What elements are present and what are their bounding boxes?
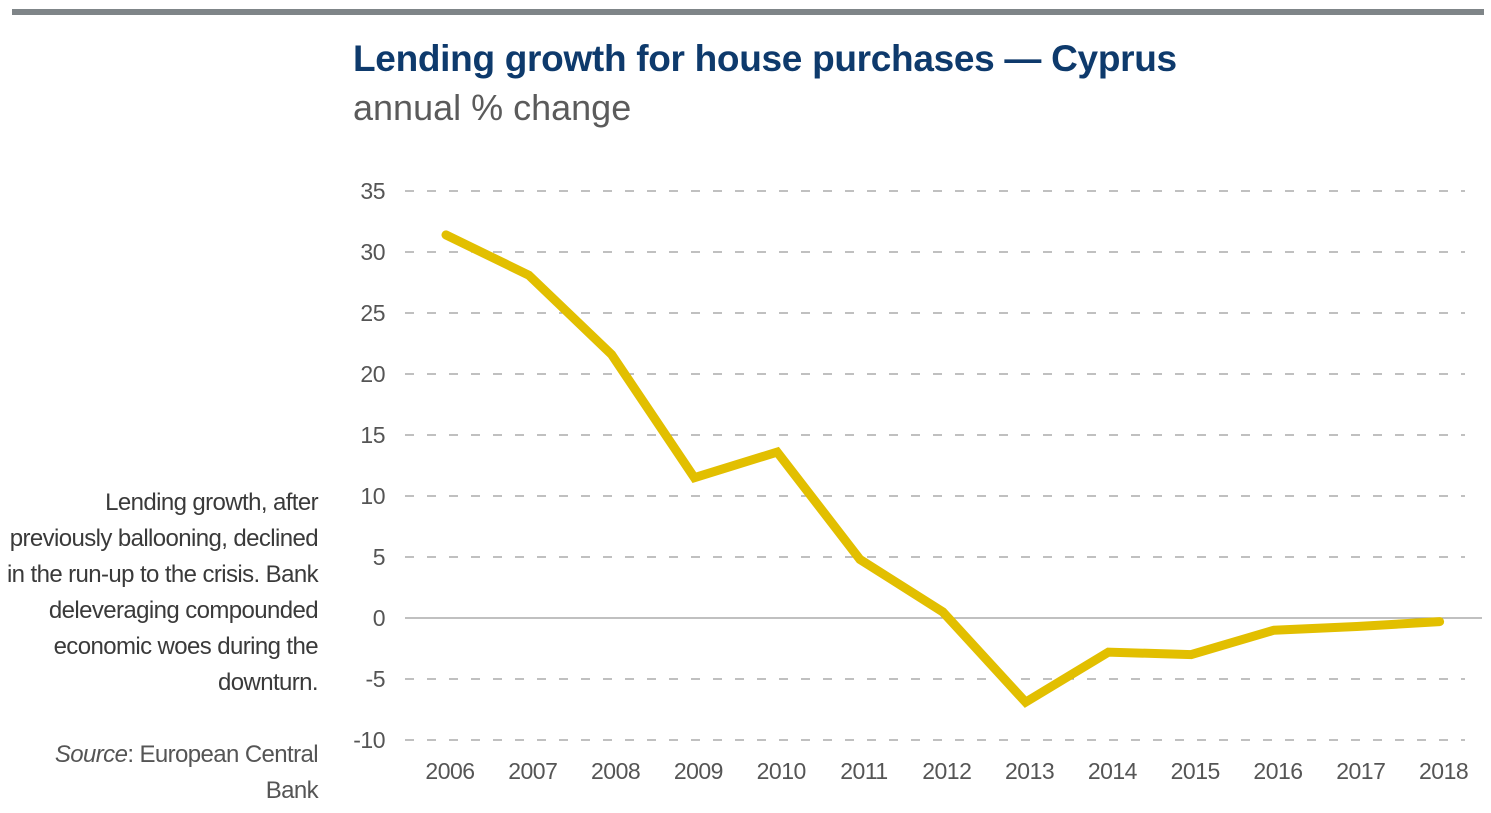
- y-tick-label: 35: [360, 178, 385, 204]
- source-note: Source: European Central Bank: [0, 737, 319, 809]
- x-tick-label: 2018: [1419, 758, 1468, 784]
- x-tick-label: 2014: [1088, 758, 1138, 784]
- x-tick-label: 2013: [1005, 758, 1054, 784]
- x-tick-label: 2016: [1253, 758, 1302, 784]
- source-label: Source: [54, 741, 128, 768]
- x-tick-label: 2015: [1171, 758, 1220, 784]
- x-tick-label: 2012: [922, 758, 971, 784]
- x-tick-label: 2010: [757, 758, 806, 784]
- y-tick-label: 20: [360, 361, 385, 387]
- y-tick-label: -5: [366, 666, 385, 692]
- y-tick-label: 25: [360, 300, 385, 326]
- x-tick-label: 2008: [591, 758, 640, 784]
- annotation-text: Lending growth, after previously balloon…: [6, 489, 319, 696]
- y-tick-label: 15: [360, 422, 385, 448]
- y-tick-label: -10: [353, 727, 385, 753]
- chart-title: Lending growth for house purchases — Cyp…: [353, 38, 1177, 79]
- x-tick-label: 2011: [840, 758, 887, 784]
- y-tick-label: 0: [373, 605, 385, 631]
- y-tick-label: 30: [360, 239, 385, 265]
- y-tick-label: 10: [360, 483, 385, 509]
- series-line-cyprus: [441, 230, 1445, 708]
- x-tick-label: 2007: [508, 758, 557, 784]
- x-tick-label: 2009: [674, 758, 723, 784]
- x-tick-label: 2006: [425, 758, 474, 784]
- y-tick-label: 5: [373, 544, 385, 570]
- source-text: : European Central Bank: [127, 741, 318, 804]
- chart-subtitle: annual % change: [353, 87, 632, 128]
- top-rule: [12, 9, 1484, 15]
- x-tick-label: 2017: [1336, 758, 1385, 784]
